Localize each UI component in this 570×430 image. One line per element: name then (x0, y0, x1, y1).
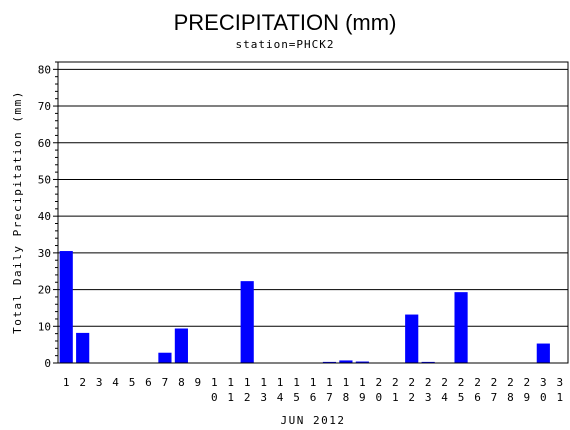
x-tick-label: 2 (507, 376, 514, 389)
x-tick-label: 1 (227, 391, 234, 404)
bar (454, 292, 468, 363)
x-tick-label: 2 (408, 376, 415, 389)
y-tick-label: 60 (38, 137, 51, 150)
x-tick-label: 2 (441, 376, 448, 389)
x-tick-label: 1 (63, 376, 70, 389)
x-tick-label: 2 (491, 376, 498, 389)
y-tick-label: 10 (38, 320, 51, 333)
bar (536, 343, 550, 363)
plot-frame (57, 61, 569, 364)
x-tick-label: 9 (524, 391, 531, 404)
x-tick-label: 1 (260, 376, 267, 389)
bars (59, 251, 550, 363)
bar (174, 328, 188, 363)
bar (339, 360, 353, 363)
x-tick-label: 2 (375, 376, 382, 389)
gridlines (58, 68, 568, 327)
y-tick-label: 30 (38, 247, 51, 260)
x-tick-label: 4 (112, 376, 119, 389)
x-tick-label: 6 (474, 391, 481, 404)
x-tick-label: 3 (556, 376, 563, 389)
x-tick-label: 5 (129, 376, 136, 389)
bar (405, 314, 419, 363)
y-tick-label: 80 (38, 63, 51, 76)
x-tick-label: 1 (310, 376, 317, 389)
x-tick-label: 8 (343, 391, 350, 404)
x-tick-label: 8 (178, 376, 185, 389)
x-tick-label: 9 (195, 376, 202, 389)
x-tick-label: 5 (458, 391, 465, 404)
bar (240, 281, 254, 363)
y-tick-label: 50 (38, 173, 51, 186)
chart-subtitle: station=PHCK2 (235, 38, 334, 51)
bar (59, 251, 73, 363)
y-axis-ticks: 0 10 20 30 40 50 60 70 80 (38, 61, 58, 370)
x-tick-label: 1 (227, 376, 234, 389)
chart-title: PRECIPITATION (mm) (174, 10, 397, 35)
y-tick-label: 40 (38, 210, 51, 223)
x-tick-label: 7 (326, 391, 333, 404)
x-tick-label: 9 (359, 391, 366, 404)
x-tick-label: 1 (326, 376, 333, 389)
x-tick-label: 1 (556, 391, 563, 404)
x-tick-label: 1 (293, 376, 300, 389)
x-tick-label: 2 (408, 391, 415, 404)
x-tick-label: 1 (343, 376, 350, 389)
x-tick-label: 3 (425, 391, 432, 404)
x-tick-label: 1 (211, 376, 218, 389)
bar (421, 361, 435, 363)
x-tick-label: 3 (260, 391, 267, 404)
bar (76, 332, 90, 363)
bar (158, 352, 172, 363)
x-tick-label: 1 (277, 376, 284, 389)
x-tick-label: 2 (474, 376, 481, 389)
x-tick-label: 7 (162, 376, 169, 389)
x-tick-label: 2 (458, 376, 465, 389)
x-tick-label: 1 (359, 376, 366, 389)
x-tick-label: 0 (540, 391, 547, 404)
x-tick-label: 2 (425, 376, 432, 389)
bar (322, 361, 337, 363)
x-tick-label: 4 (277, 391, 284, 404)
y-tick-label: 70 (38, 100, 51, 113)
x-tick-label: 7 (491, 391, 498, 404)
y-axis-label: Total Daily Precipitation (mm) (11, 90, 24, 334)
x-tick-label: 6 (310, 391, 317, 404)
x-tick-label: 0 (375, 391, 382, 404)
x-axis-ticks: 1 2 3 4 5 6 7 8 9 1011121314151617181920212223242… (63, 376, 563, 404)
x-tick-label: 4 (441, 391, 448, 404)
x-tick-label: 6 (145, 376, 152, 389)
x-tick-label: 3 (96, 376, 103, 389)
x-tick-label: 8 (507, 391, 514, 404)
x-tick-label: 2 (524, 376, 531, 389)
x-tick-label: 1 (244, 376, 251, 389)
x-tick-label: 2 (392, 376, 399, 389)
x-tick-label: 2 (244, 391, 251, 404)
x-axis-label: JUN 2012 (281, 414, 346, 427)
y-tick-label: 20 (38, 284, 51, 297)
x-tick-label: 2 (79, 376, 86, 389)
x-tick-label: 3 (540, 376, 547, 389)
bar (355, 361, 369, 363)
x-tick-label: 1 (392, 391, 399, 404)
x-tick-label: 0 (211, 391, 218, 404)
y-tick-label: 0 (44, 357, 51, 370)
x-tick-label: 5 (293, 391, 300, 404)
